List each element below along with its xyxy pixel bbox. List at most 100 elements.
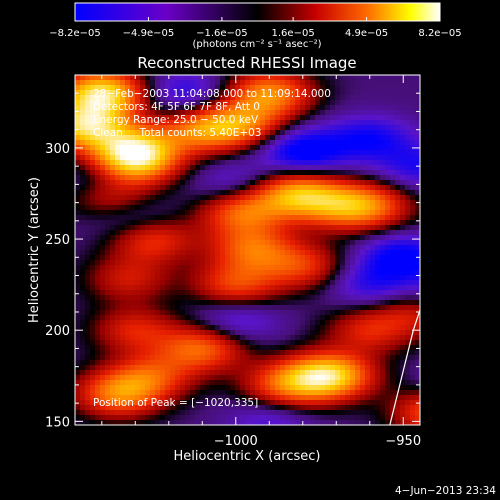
heatmap-cell: [155, 385, 161, 391]
heatmap-cell: [335, 115, 341, 121]
heatmap-cell: [100, 210, 106, 216]
heatmap-cell: [120, 180, 126, 186]
heatmap-cell: [225, 320, 231, 326]
heatmap-cell: [105, 380, 111, 386]
heatmap-cell: [360, 205, 366, 211]
heatmap-cell: [270, 240, 276, 246]
heatmap-cell: [155, 270, 161, 276]
heatmap-cell: [410, 340, 416, 346]
heatmap-cell: [340, 110, 346, 116]
heatmap-cell: [125, 115, 131, 121]
heatmap-cell: [325, 180, 331, 186]
heatmap-cell: [140, 190, 146, 196]
heatmap-cell: [345, 225, 351, 231]
heatmap-cell: [80, 95, 86, 101]
heatmap-cell: [170, 415, 176, 421]
heatmap-cell: [415, 295, 420, 301]
heatmap-cell: [330, 210, 336, 216]
heatmap-cell: [405, 195, 411, 201]
heatmap-cell: [380, 185, 386, 191]
heatmap-cell: [410, 290, 416, 296]
heatmap-cell: [365, 215, 371, 221]
heatmap-cell: [115, 340, 121, 346]
heatmap-cell: [75, 350, 81, 356]
heatmap-cell: [175, 300, 181, 306]
heatmap-cell: [270, 175, 276, 181]
heatmap-cell: [175, 110, 181, 116]
heatmap-cell: [140, 255, 146, 261]
heatmap-cell: [150, 345, 156, 351]
heatmap-cell: [305, 310, 311, 316]
heatmap-cell: [250, 395, 256, 401]
heatmap-cell: [360, 260, 366, 266]
heatmap-cell: [150, 80, 156, 86]
heatmap-cell: [295, 115, 301, 121]
heatmap-cell: [195, 385, 201, 391]
heatmap-cell: [195, 295, 201, 301]
heatmap-cell: [200, 415, 206, 421]
heatmap-cell: [380, 395, 386, 401]
heatmap-cell: [160, 85, 166, 91]
heatmap-cell: [270, 145, 276, 151]
heatmap-cell: [155, 310, 161, 316]
heatmap-cell: [245, 155, 251, 161]
heatmap-cell: [320, 280, 326, 286]
heatmap-cell: [145, 260, 151, 266]
heatmap-cell: [335, 320, 341, 326]
heatmap-cell: [315, 230, 321, 236]
heatmap-cell: [330, 190, 336, 196]
heatmap-cell: [405, 355, 411, 361]
heatmap-cell: [255, 375, 261, 381]
heatmap-cell: [170, 240, 176, 246]
heatmap-cell: [235, 190, 241, 196]
heatmap-cell: [160, 245, 166, 251]
heatmap-cell: [355, 355, 361, 361]
heatmap-cell: [265, 240, 271, 246]
heatmap-cell: [115, 145, 121, 151]
heatmap-cell: [160, 380, 166, 386]
heatmap-cell: [395, 315, 401, 321]
heatmap-cell: [180, 200, 186, 206]
heatmap-cell: [175, 180, 181, 186]
heatmap-cell: [285, 235, 291, 241]
heatmap-cell: [380, 250, 386, 256]
heatmap-cell: [315, 275, 321, 281]
heatmap-cell: [250, 180, 256, 186]
heatmap-cell: [325, 115, 331, 121]
heatmap-cell: [200, 335, 206, 341]
heatmap-cell: [235, 410, 241, 416]
heatmap-cell: [245, 250, 251, 256]
heatmap-cell: [165, 100, 171, 106]
heatmap-cell: [390, 95, 396, 101]
heatmap-cell: [165, 420, 171, 425]
heatmap-cell: [80, 200, 86, 206]
heatmap-cell: [405, 345, 411, 351]
heatmap-cell: [240, 225, 246, 231]
heatmap-cell: [295, 275, 301, 281]
heatmap-cell: [115, 150, 121, 156]
heatmap-cell: [95, 220, 101, 226]
heatmap-cell: [155, 90, 161, 96]
heatmap-cell: [265, 355, 271, 361]
heatmap-cell: [225, 265, 231, 271]
heatmap-cell: [340, 360, 346, 366]
heatmap-cell: [245, 135, 251, 141]
heatmap-cell: [240, 265, 246, 271]
heatmap-cell: [255, 405, 261, 411]
heatmap-cell: [85, 260, 91, 266]
heatmap-cell: [200, 380, 206, 386]
heatmap-cell: [270, 160, 276, 166]
heatmap-cell: [130, 260, 136, 266]
heatmap-cell: [245, 265, 251, 271]
heatmap-cell: [85, 305, 91, 311]
heatmap-cell: [105, 225, 111, 231]
heatmap-cell: [225, 125, 231, 131]
heatmap-cell: [320, 170, 326, 176]
heatmap-cell: [345, 300, 351, 306]
heatmap-cell: [80, 305, 86, 311]
heatmap-cell: [90, 385, 96, 391]
heatmap-cell: [125, 230, 131, 236]
heatmap-cell: [140, 290, 146, 296]
heatmap-cell: [400, 295, 406, 301]
heatmap-cell: [125, 370, 131, 376]
